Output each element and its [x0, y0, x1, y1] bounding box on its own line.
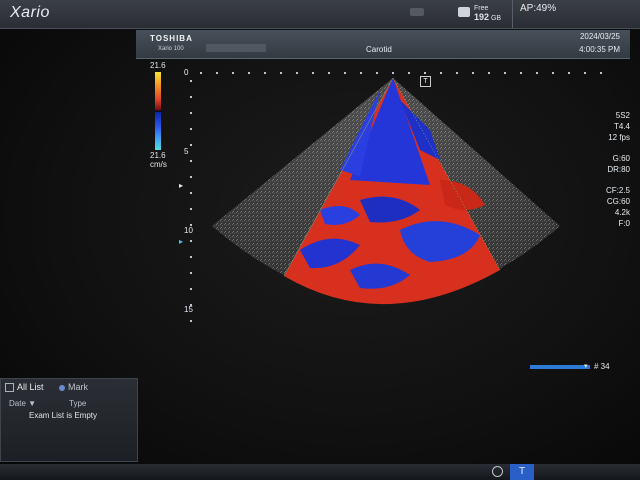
ruler-tick [504, 72, 506, 74]
ruler-tick [392, 72, 394, 74]
depth-tick [190, 272, 192, 274]
exam-date: 2024/03/25 [579, 32, 620, 41]
color-focus-marker-icon: ▸ [179, 237, 184, 246]
clock-icon[interactable] [492, 466, 503, 477]
depth-tick [190, 80, 192, 82]
param-dynamic-range: DR:80 [607, 165, 630, 174]
depth-tick [190, 96, 192, 98]
mark-icon [59, 384, 65, 391]
color-scale-min: 21.6 [150, 151, 166, 160]
tab-mark-label: Mark [68, 382, 88, 392]
depth-tick [190, 112, 192, 114]
disk-space: Free 192 GB [474, 5, 501, 23]
depth-label-15: 15 [184, 305, 193, 314]
param-tissue: T4.4 [613, 122, 630, 131]
depth-tick [190, 160, 192, 162]
column-type[interactable]: Type [69, 399, 87, 408]
ruler-tick [424, 72, 426, 74]
ruler-tick [600, 72, 602, 74]
cine-scroll-bar[interactable] [530, 365, 590, 369]
column-date[interactable]: Date ▼ [9, 399, 37, 408]
orientation-marker-icon: T [420, 76, 431, 87]
disk-unit: GB [490, 15, 502, 22]
param-gain: G:60 [612, 154, 630, 163]
exam-preset: Carotid [366, 45, 392, 54]
depth-tick [190, 176, 192, 178]
ruler-tick [520, 72, 522, 74]
disk-value: 192 [474, 12, 490, 22]
disk-icon [458, 7, 470, 17]
redacted-patient-field [206, 44, 266, 52]
depth-label-10: 10 [184, 226, 193, 235]
tab-mark[interactable]: Mark [59, 382, 88, 395]
tcm-button[interactable]: T [510, 464, 534, 480]
param-filter: F:0 [618, 219, 630, 228]
model-name: Xario 100 [158, 46, 184, 52]
imaging-parameters: 5S2 T4.4 12 fps G:60 DR:80 CF:2.5 CG:60 … [606, 110, 630, 229]
ruler-tick [248, 72, 250, 74]
ruler-tick [408, 72, 410, 74]
depth-tick [190, 208, 192, 210]
ruler-tick [216, 72, 218, 74]
depth-tick [190, 256, 192, 258]
ruler-tick [344, 72, 346, 74]
tab-all-list-label: All List [17, 382, 44, 392]
depth-tick [190, 144, 192, 146]
cine-frame-number: # 34 [594, 362, 610, 371]
ruler-tick [200, 72, 202, 74]
bottom-bar [0, 464, 640, 480]
depth-label-0: 0 [184, 68, 189, 77]
ruler-tick [472, 72, 474, 74]
ruler-tick [568, 72, 570, 74]
top-status-bar: Xario Free 192 GB AP:49% [0, 0, 640, 29]
top-divider [512, 0, 513, 28]
focus-marker-icon: ▸ [179, 181, 184, 190]
param-color-gain: CG:60 [606, 197, 630, 206]
app-logo: Xario [10, 4, 50, 21]
ruler-tick [360, 72, 362, 74]
param-probe: 5S2 [615, 111, 630, 120]
color-scale-bar [155, 72, 161, 150]
ruler-tick [232, 72, 234, 74]
color-scale-min-block: 21.6 cm/s [150, 151, 167, 169]
ruler-tick [488, 72, 490, 74]
ruler-tick [264, 72, 266, 74]
disk-label: Free [474, 5, 489, 12]
patient-info-bar: TOSHIBA Xario 100 Carotid 2024/03/25 4:0… [136, 30, 630, 59]
ruler-tick [376, 72, 378, 74]
param-color-freq: CF:2.5 [605, 186, 630, 195]
param-prf: 4.2k [614, 208, 630, 217]
status-indicator [410, 8, 424, 16]
list-icon [5, 383, 14, 393]
depth-tick [190, 192, 192, 194]
cine-handle-icon[interactable]: ▾ [584, 363, 588, 370]
ruler-tick [328, 72, 330, 74]
ruler-tick [584, 72, 586, 74]
exam-list-panel: All List Mark Date ▼ Type Exam List is E… [0, 378, 138, 462]
depth-tick [190, 240, 192, 242]
depth-tick [190, 224, 192, 226]
depth-tick [190, 304, 192, 306]
ruler-tick [456, 72, 458, 74]
ruler-tick [536, 72, 538, 74]
color-scale-max: 21.6 [150, 61, 166, 70]
depth-label-5: 5 [184, 147, 189, 156]
depth-tick [190, 128, 192, 130]
color-scale-unit: cm/s [150, 160, 167, 169]
param-frame-rate: 12 fps [608, 133, 630, 142]
brand-name: TOSHIBA [150, 34, 193, 43]
ruler-tick [440, 72, 442, 74]
tab-all-list[interactable]: All List [5, 382, 44, 395]
exam-time: 4:00:35 PM [579, 45, 620, 54]
ruler-tick [312, 72, 314, 74]
exam-list-empty-message: Exam List is Empty [29, 411, 98, 420]
ruler-tick [296, 72, 298, 74]
ruler-tick [552, 72, 554, 74]
acoustic-power: AP:49% [520, 3, 557, 14]
depth-tick [190, 320, 192, 322]
ruler-tick [280, 72, 282, 74]
depth-tick [190, 288, 192, 290]
